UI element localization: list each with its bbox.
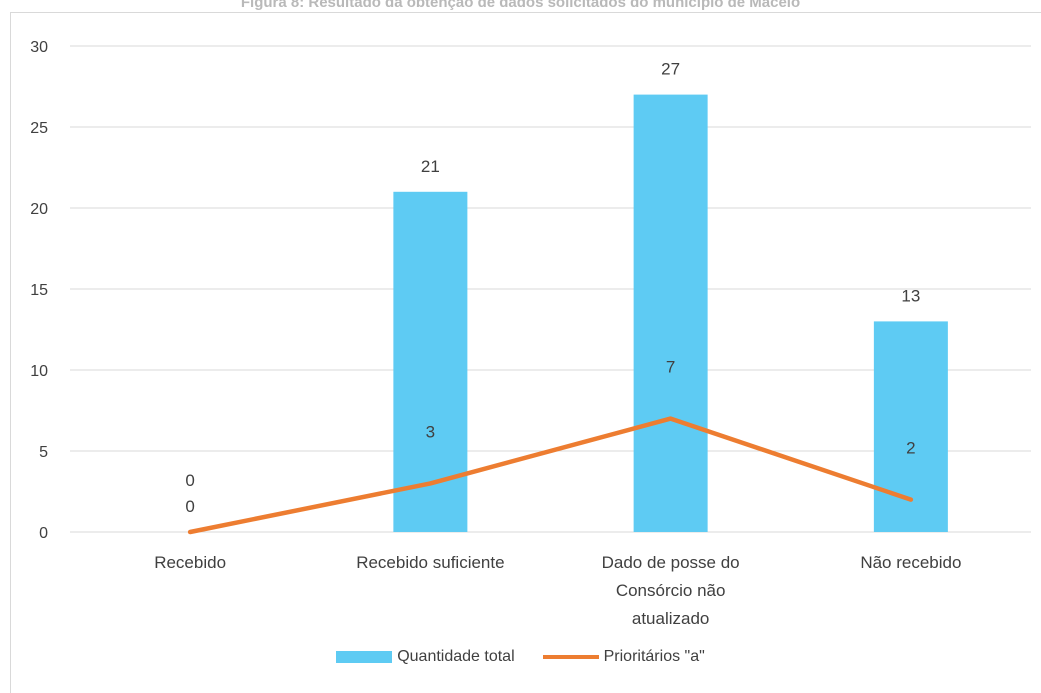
bar xyxy=(393,191,468,533)
chart-border xyxy=(10,12,1041,693)
line-data-label: 3 xyxy=(426,422,435,441)
line-data-label: 0 xyxy=(185,471,194,490)
bar xyxy=(633,94,708,532)
x-tick-label: Recebido xyxy=(154,553,226,572)
x-tick-label: atualizado xyxy=(632,609,710,628)
x-tick-label: Consórcio não xyxy=(616,581,726,600)
y-tick-label: 25 xyxy=(30,120,48,137)
chart-title: Figura 8: Resultado da obtenção de dados… xyxy=(240,0,801,11)
bar-data-label: 21 xyxy=(421,157,440,176)
y-tick-label: 15 xyxy=(30,282,48,299)
line-data-label: 7 xyxy=(666,358,675,377)
y-tick-label: 20 xyxy=(30,201,48,218)
bar-data-label: 27 xyxy=(661,60,680,79)
y-tick-label: 10 xyxy=(30,363,48,380)
x-tick-label: Recebido suficiente xyxy=(356,553,504,572)
y-tick-label: 5 xyxy=(39,444,48,461)
bar-data-label: 0 xyxy=(185,497,194,516)
bar-data-label: 13 xyxy=(901,286,920,305)
legend-label-line: Prioritários "a" xyxy=(603,648,705,665)
y-tick-label: 0 xyxy=(39,525,48,542)
legend-swatch-line xyxy=(542,655,599,659)
legend-item-bar: Quantidade total xyxy=(336,648,515,666)
x-tick-label: Não recebido xyxy=(860,553,961,572)
bar xyxy=(873,321,948,532)
line-data-label: 2 xyxy=(906,439,915,458)
y-tick-label: 30 xyxy=(30,39,48,56)
chart-legend: Quantidade total Prioritários "a" xyxy=(0,648,1041,666)
legend-swatch-bar xyxy=(336,651,393,663)
line-series xyxy=(187,416,914,535)
legend-item-line: Prioritários "a" xyxy=(542,648,705,666)
x-tick-label: Dado de posse do xyxy=(602,553,740,572)
legend-label-bar: Quantidade total xyxy=(397,648,515,665)
